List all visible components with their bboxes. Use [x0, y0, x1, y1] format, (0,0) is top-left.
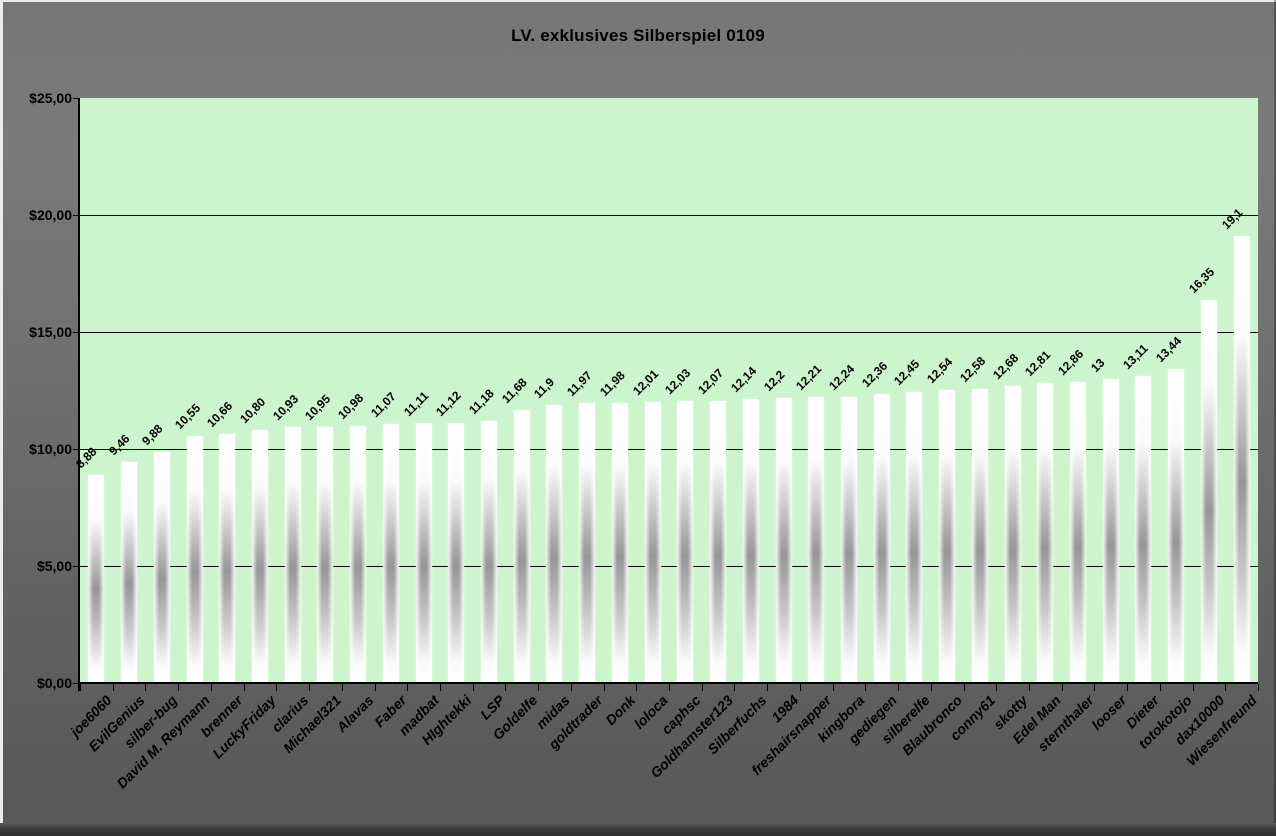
x-axis-tick [1094, 684, 1096, 691]
bar [939, 389, 956, 683]
bar [579, 402, 596, 683]
bar [546, 404, 563, 683]
gridline [80, 449, 1258, 450]
x-axis-tick [374, 684, 376, 691]
bar [251, 430, 268, 683]
y-axis-tick [73, 683, 80, 684]
x-axis-tick [603, 684, 605, 691]
chart-title: LV. exklusives Silberspiel 0109 [511, 26, 765, 45]
y-axis-label: $5,00 [36, 558, 72, 574]
bar [481, 421, 498, 683]
bar [808, 397, 825, 683]
bar [906, 391, 923, 683]
y-axis-label: $20,00 [29, 207, 72, 223]
window-border-top [0, 0, 1276, 2]
gridline [80, 566, 1258, 567]
bar [1233, 236, 1250, 683]
y-axis-line [78, 98, 80, 691]
x-axis-tick [832, 684, 834, 691]
x-axis-tick [865, 684, 867, 691]
window-border-left [0, 0, 3, 823]
x-axis-tick [669, 684, 670, 691]
bar [448, 422, 465, 683]
bar [186, 436, 203, 683]
x-axis-tick [112, 684, 114, 691]
y-axis-tick [73, 566, 80, 567]
y-axis-label: $25,00 [29, 90, 72, 106]
bar [1168, 368, 1185, 683]
window-border-right [1274, 0, 1276, 836]
bar [382, 423, 399, 683]
bar [1102, 378, 1119, 683]
y-axis-tick [73, 449, 80, 450]
bar [513, 409, 530, 683]
x-axis-tick [1028, 684, 1030, 691]
bar [1070, 382, 1087, 683]
x-axis-tick [276, 684, 278, 691]
x-axis-tick [243, 684, 245, 691]
bar [611, 402, 628, 683]
x-axis-tick [1127, 684, 1129, 691]
bar [710, 400, 727, 683]
y-axis-tick [73, 332, 80, 333]
bar [873, 393, 890, 683]
y-axis-label: $0,00 [36, 675, 72, 691]
x-axis-tick [80, 684, 81, 691]
y-axis-tick [73, 98, 80, 99]
x-axis-tick [1192, 684, 1194, 691]
x-axis-line [78, 682, 1258, 684]
x-axis-tick [996, 684, 998, 691]
x-axis-tick [963, 684, 965, 691]
x-axis-tick [1225, 684, 1227, 691]
bar [88, 475, 105, 683]
bar [317, 426, 334, 683]
x-axis-tick [178, 684, 180, 691]
gridline [80, 332, 1258, 333]
x-axis-tick [898, 684, 900, 691]
x-axis-tick [1159, 684, 1161, 691]
x-axis-tick [407, 684, 409, 691]
bar [153, 451, 170, 683]
bar [742, 398, 759, 683]
x-axis-tick [341, 684, 343, 691]
y-axis-label: $10,00 [29, 441, 72, 457]
x-axis-tick [636, 684, 638, 691]
bar [677, 401, 694, 683]
bar [1200, 300, 1217, 683]
bar [415, 423, 432, 683]
y-axis-tick [73, 215, 80, 216]
bar [350, 426, 367, 683]
bar [1135, 376, 1152, 683]
bar [284, 427, 301, 683]
x-axis-tick [799, 684, 801, 691]
x-axis-tick [570, 684, 572, 691]
x-axis-tick [767, 684, 769, 691]
gridline [80, 215, 1258, 216]
y-axis-label: $15,00 [29, 324, 72, 340]
bar [644, 401, 661, 683]
bar [121, 461, 138, 683]
x-axis-tick [210, 684, 212, 691]
bar [775, 397, 792, 683]
plot-background [80, 98, 1258, 683]
x-axis-tick [1258, 684, 1259, 691]
x-axis-tick [734, 684, 736, 691]
bar [840, 396, 857, 683]
x-axis-tick [145, 684, 147, 691]
x-axis-tick [472, 684, 474, 691]
x-axis-tick [505, 684, 507, 691]
window-bottom-edge [0, 823, 1276, 836]
x-axis-label: looser [1088, 692, 1130, 734]
bar [1004, 386, 1021, 683]
x-axis-tick [538, 684, 540, 691]
x-axis-tick [701, 684, 703, 691]
x-axis-tick [1061, 684, 1063, 691]
bar [971, 388, 988, 683]
bar [219, 433, 236, 683]
x-axis-tick [930, 684, 932, 691]
x-axis-tick [309, 684, 311, 691]
x-axis-tick [439, 684, 441, 691]
bar [1037, 383, 1054, 683]
